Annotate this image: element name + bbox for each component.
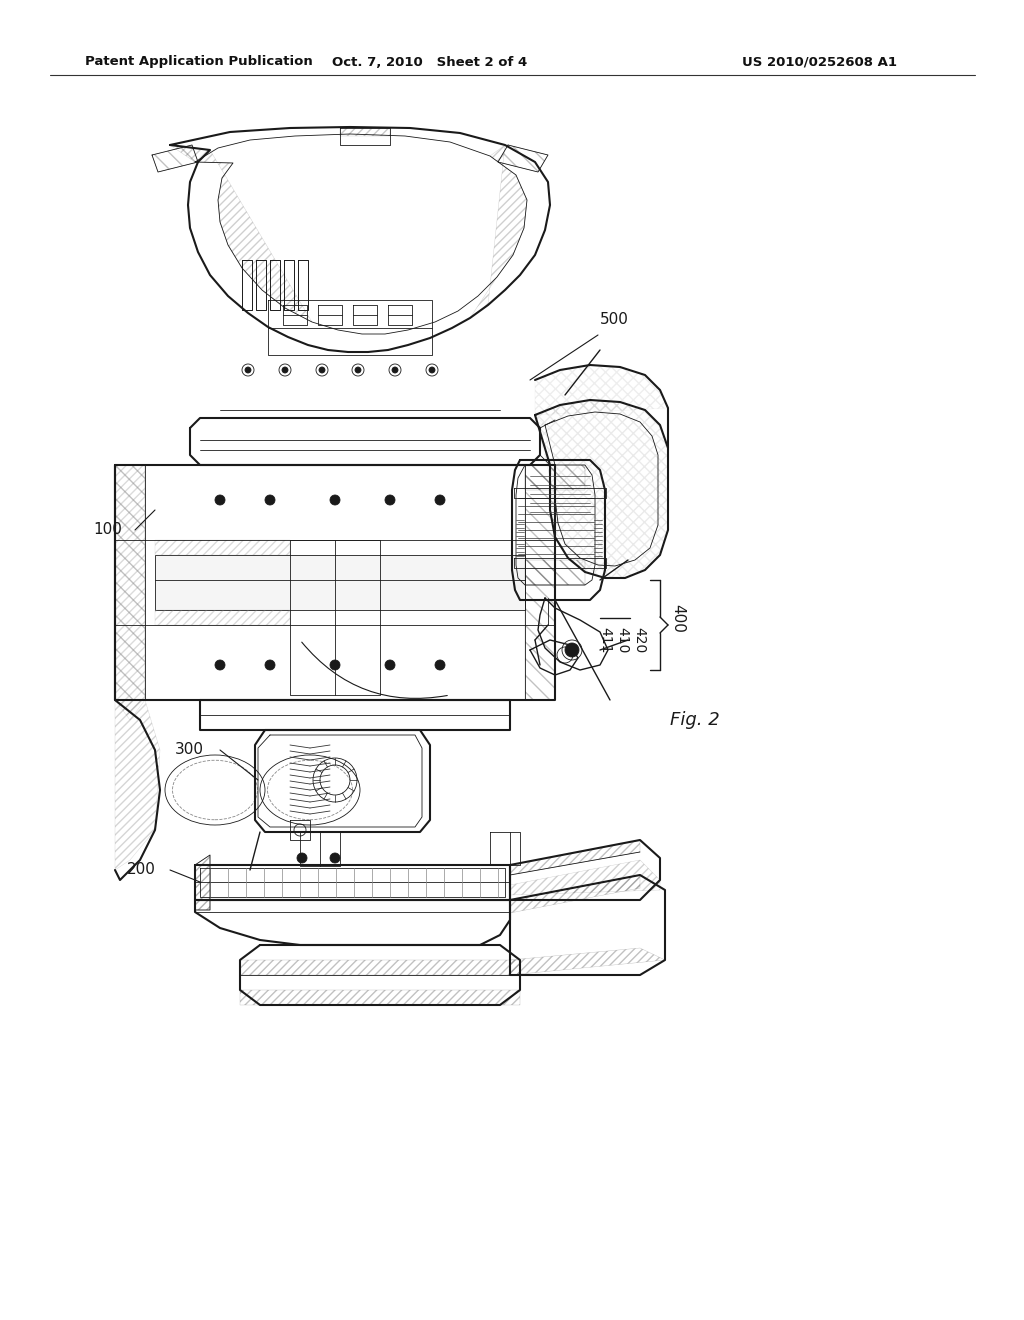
- Circle shape: [435, 495, 445, 506]
- Text: Oct. 7, 2010   Sheet 2 of 4: Oct. 7, 2010 Sheet 2 of 4: [333, 55, 527, 69]
- Circle shape: [245, 367, 251, 374]
- Text: 200: 200: [127, 862, 156, 878]
- Circle shape: [297, 853, 307, 863]
- Circle shape: [282, 367, 288, 374]
- Text: 420: 420: [632, 627, 646, 653]
- Circle shape: [565, 643, 579, 657]
- Text: 410: 410: [615, 627, 629, 653]
- Text: 411: 411: [598, 627, 612, 653]
- Text: US 2010/0252608 A1: US 2010/0252608 A1: [742, 55, 897, 69]
- Circle shape: [319, 367, 325, 374]
- Circle shape: [265, 495, 275, 506]
- Circle shape: [330, 495, 340, 506]
- Text: 500: 500: [600, 313, 629, 327]
- Text: Patent Application Publication: Patent Application Publication: [85, 55, 312, 69]
- Polygon shape: [155, 554, 525, 610]
- Circle shape: [429, 367, 435, 374]
- Text: Fig. 2: Fig. 2: [670, 711, 720, 729]
- Circle shape: [215, 660, 225, 671]
- Circle shape: [215, 495, 225, 506]
- Circle shape: [330, 660, 340, 671]
- Circle shape: [435, 660, 445, 671]
- Circle shape: [385, 660, 395, 671]
- Circle shape: [355, 367, 361, 374]
- Circle shape: [392, 367, 398, 374]
- Text: 400: 400: [670, 603, 685, 632]
- Text: 300: 300: [175, 742, 204, 758]
- Circle shape: [385, 495, 395, 506]
- Circle shape: [330, 853, 340, 863]
- Circle shape: [265, 660, 275, 671]
- Text: 100: 100: [93, 523, 122, 537]
